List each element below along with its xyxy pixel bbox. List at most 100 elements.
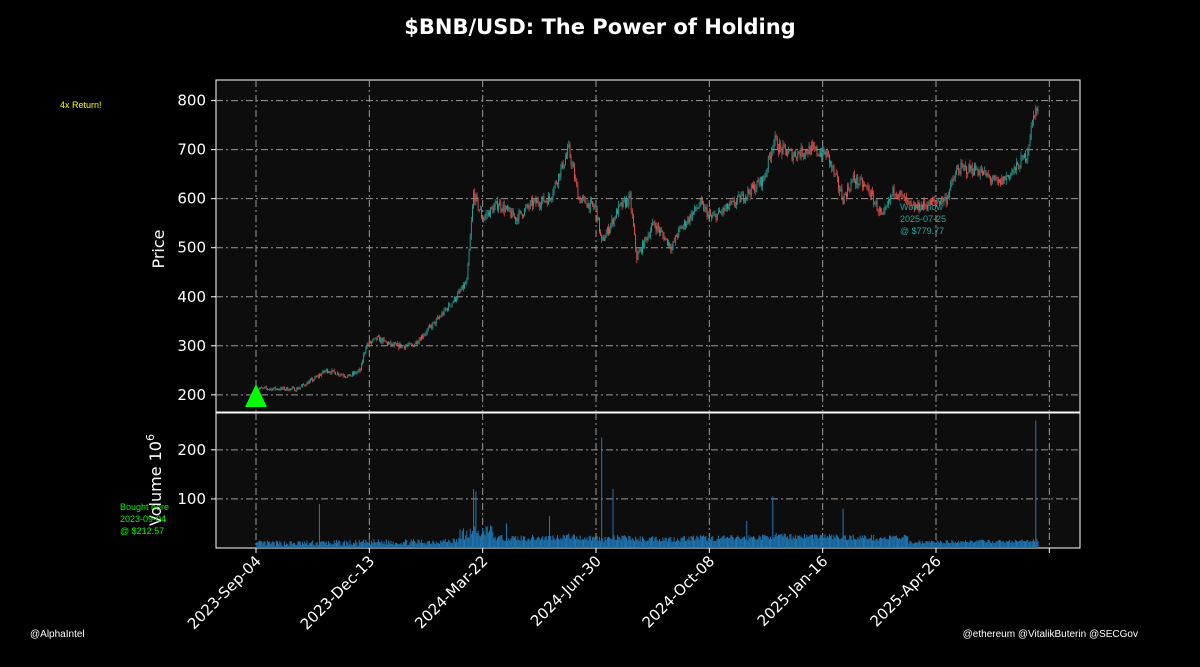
- volume-bar: [499, 536, 501, 548]
- volume-bar: [459, 529, 461, 548]
- volume-bar: [762, 534, 764, 548]
- candle-body: [373, 338, 375, 340]
- volume-bar: [991, 543, 993, 548]
- candle-body: [781, 147, 783, 154]
- volume-bar: [469, 528, 471, 548]
- volume-bar: [554, 539, 556, 548]
- volume-bar: [572, 534, 574, 548]
- volume-bar: [558, 538, 560, 548]
- volume-bar: [830, 536, 832, 548]
- volume-bar: [470, 534, 472, 548]
- candle-body: [413, 345, 414, 347]
- candle-body: [1030, 125, 1032, 139]
- volume-bar: [615, 540, 617, 548]
- volume-bar: [747, 540, 749, 548]
- candle-body: [431, 325, 433, 328]
- candle-body: [365, 347, 367, 353]
- candle-body: [327, 369, 328, 373]
- volume-bar: [692, 535, 694, 548]
- volume-bar: [858, 539, 860, 548]
- volume-bar: [389, 543, 391, 548]
- candle-body: [382, 338, 384, 343]
- candle-body: [638, 251, 640, 254]
- candle-body: [929, 199, 931, 206]
- volume-bar: [320, 541, 322, 548]
- candle-body: [723, 207, 725, 211]
- candle-body: [983, 170, 984, 175]
- volume-bar: [515, 536, 517, 548]
- candle-body: [979, 171, 981, 175]
- candle-body: [493, 206, 495, 213]
- candle-body: [713, 214, 715, 216]
- candle-body: [918, 202, 920, 211]
- volume-bar: [445, 542, 447, 548]
- volume-bar: [518, 539, 520, 548]
- candle-body: [892, 186, 894, 195]
- candle-body: [533, 201, 535, 207]
- volume-bar: [452, 538, 454, 548]
- volume-bar: [471, 531, 473, 548]
- candle-body: [295, 390, 297, 392]
- volume-bar: [262, 542, 264, 548]
- volume-bar: [953, 543, 955, 548]
- volume-bar: [442, 539, 444, 548]
- volume-bar: [776, 536, 778, 548]
- candle-body: [907, 200, 909, 201]
- candle-body: [883, 210, 885, 215]
- volume-bar: [274, 545, 276, 548]
- candle-body: [796, 156, 797, 159]
- candle-body: [797, 151, 799, 159]
- volume-bar: [712, 536, 714, 548]
- volume-bar: [720, 538, 722, 548]
- volume-bar: [562, 534, 564, 548]
- candle-body: [416, 341, 418, 344]
- candle-body: [660, 230, 661, 233]
- candle-body: [939, 201, 940, 205]
- volume-bar: [836, 535, 838, 548]
- volume-bar: [563, 535, 565, 548]
- volume-bar: [989, 542, 991, 548]
- candle-body: [561, 161, 563, 168]
- volume-bar: [951, 539, 953, 548]
- candle-body: [523, 215, 524, 217]
- candle-body: [678, 228, 680, 236]
- volume-bar: [911, 543, 913, 548]
- candle-body: [613, 217, 615, 225]
- volume-bar: [350, 544, 352, 548]
- candle-body: [997, 179, 999, 183]
- candle-body: [577, 184, 579, 199]
- candle-body: [769, 155, 770, 157]
- volume-bar: [908, 543, 910, 548]
- volume-bar: [715, 540, 717, 548]
- candle-body: [809, 146, 811, 155]
- candle-body: [397, 343, 399, 345]
- candle-body: [617, 209, 618, 215]
- candle-body: [798, 151, 800, 154]
- volume-axis-label: Volume 106: [144, 434, 165, 526]
- volume-bar: [742, 537, 744, 548]
- volume-bar: [430, 543, 432, 548]
- volume-bar: [977, 541, 979, 548]
- volume-bar: [500, 535, 502, 548]
- candle-body: [674, 235, 676, 242]
- candle-body: [739, 195, 741, 202]
- volume-bar: [825, 538, 827, 548]
- volume-bar: [1005, 540, 1007, 548]
- volume-bar: [670, 536, 672, 548]
- candle-body: [625, 199, 626, 207]
- candle-body: [903, 194, 905, 201]
- volume-bar: [355, 540, 357, 548]
- candle-body: [544, 200, 546, 202]
- volume-bar: [328, 540, 330, 548]
- volume-bar: [832, 539, 834, 548]
- volume-bar: [985, 542, 987, 548]
- volume-bar: [775, 533, 777, 548]
- volume-bar: [962, 541, 964, 548]
- volume-bar: [626, 537, 628, 548]
- candle-body: [412, 344, 413, 346]
- volume-bar: [366, 542, 368, 548]
- volume-bar: [570, 538, 572, 548]
- volume-bar: [603, 541, 605, 548]
- volume-bar: [448, 539, 450, 548]
- candle-body: [317, 375, 319, 377]
